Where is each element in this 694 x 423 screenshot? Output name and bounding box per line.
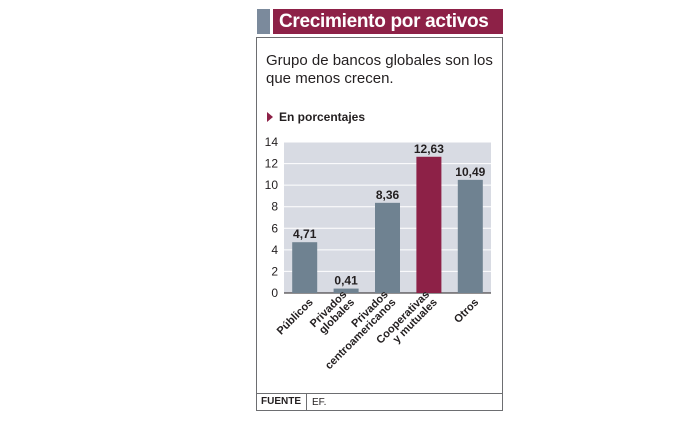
y-tick-label: 14 xyxy=(265,135,279,149)
bar-value-label: 0,41 xyxy=(334,274,358,288)
x-tick-label: Otros xyxy=(452,296,481,325)
x-tick-label-line: Públicos xyxy=(275,296,316,337)
y-tick-label: 10 xyxy=(265,178,279,192)
y-tick-label: 6 xyxy=(271,221,278,235)
bar-value-label: 10,49 xyxy=(455,165,485,179)
chart-subtitle: Grupo de bancos globales son los que men… xyxy=(266,52,493,87)
bar xyxy=(457,179,483,293)
bar-value-label: 8,36 xyxy=(376,188,400,202)
bar xyxy=(375,202,400,293)
source-value: EF. xyxy=(312,396,327,408)
source-label: FUENTE xyxy=(256,394,307,410)
x-tick-label: Públicos xyxy=(275,296,316,337)
units-text: En porcentajes xyxy=(279,110,366,124)
bar xyxy=(333,288,359,293)
y-tick-label: 12 xyxy=(265,157,279,171)
triangle-bullet-icon xyxy=(267,112,273,122)
footer-divider xyxy=(256,393,503,394)
x-tick-label-line: Otros xyxy=(452,296,481,325)
bar-chart: 0 2 4 6 8 10 12 14 4,71 Públicos 0,41Privadosgloba… xyxy=(265,135,491,372)
y-tick-label: 0 xyxy=(271,286,278,300)
header-accent-block xyxy=(257,9,270,34)
y-tick-label: 8 xyxy=(271,200,278,214)
bar xyxy=(292,242,318,293)
units-label: En porcentajes xyxy=(267,110,365,124)
bar-value-label: 12,63 xyxy=(414,142,444,156)
bar-value-label: 4,71 xyxy=(293,227,317,241)
source-row: FUENTE EF. xyxy=(256,394,503,410)
bar xyxy=(416,156,442,293)
y-tick-label: 2 xyxy=(271,264,278,278)
chart-title: Crecimiento por activos xyxy=(273,9,503,34)
y-tick-label: 4 xyxy=(271,243,278,257)
chart-card xyxy=(256,37,503,411)
